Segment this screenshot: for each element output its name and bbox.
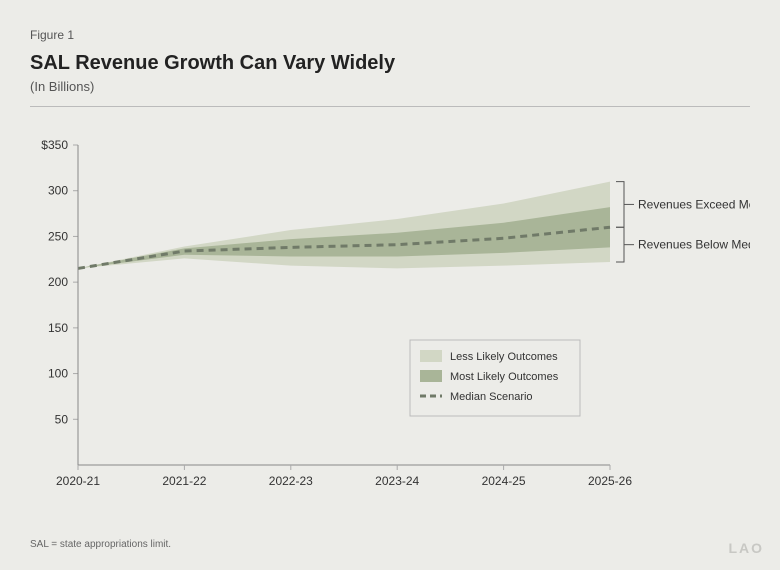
svg-text:150: 150 (48, 321, 68, 335)
legend-label: Median Scenario (450, 391, 533, 403)
svg-text:2021-22: 2021-22 (162, 474, 206, 488)
watermark: LAO (728, 540, 764, 556)
legend-swatch (420, 370, 442, 382)
svg-text:2022-23: 2022-23 (269, 474, 313, 488)
legend-label: Most Likely Outcomes (450, 371, 559, 383)
svg-text:250: 250 (48, 229, 68, 243)
svg-text:2023-24: 2023-24 (375, 474, 419, 488)
chart: 50 100 150 200 250 300 $350 2020-21 2021-22 2022-… (30, 135, 750, 505)
annotation-below: Revenues Below Median (638, 238, 750, 252)
svg-text:200: 200 (48, 275, 68, 289)
svg-text:100: 100 (48, 367, 68, 381)
chart-subtitle: (In Billions) (30, 79, 750, 94)
header: Figure 1 SAL Revenue Growth Can Vary Wid… (0, 0, 780, 94)
bracket-upper (616, 182, 624, 228)
svg-text:50: 50 (55, 412, 69, 426)
svg-text:300: 300 (48, 184, 68, 198)
figure-label: Figure 1 (30, 28, 750, 42)
legend-swatch (420, 350, 442, 362)
footnote: SAL = state appropriations limit. (30, 539, 171, 550)
chart-title: SAL Revenue Growth Can Vary Widely (30, 52, 750, 75)
svg-text:2025-26: 2025-26 (588, 474, 632, 488)
annotation-exceed: Revenues Exceed Median (638, 197, 750, 211)
header-rule (30, 106, 750, 107)
bracket-lower (616, 227, 624, 262)
svg-text:$350: $350 (41, 138, 68, 152)
chart-svg: 50 100 150 200 250 300 $350 2020-21 2021-22 2022-… (30, 135, 750, 505)
svg-text:2020-21: 2020-21 (56, 474, 100, 488)
svg-text:2024-25: 2024-25 (482, 474, 526, 488)
legend-label: Less Likely Outcomes (450, 351, 558, 363)
